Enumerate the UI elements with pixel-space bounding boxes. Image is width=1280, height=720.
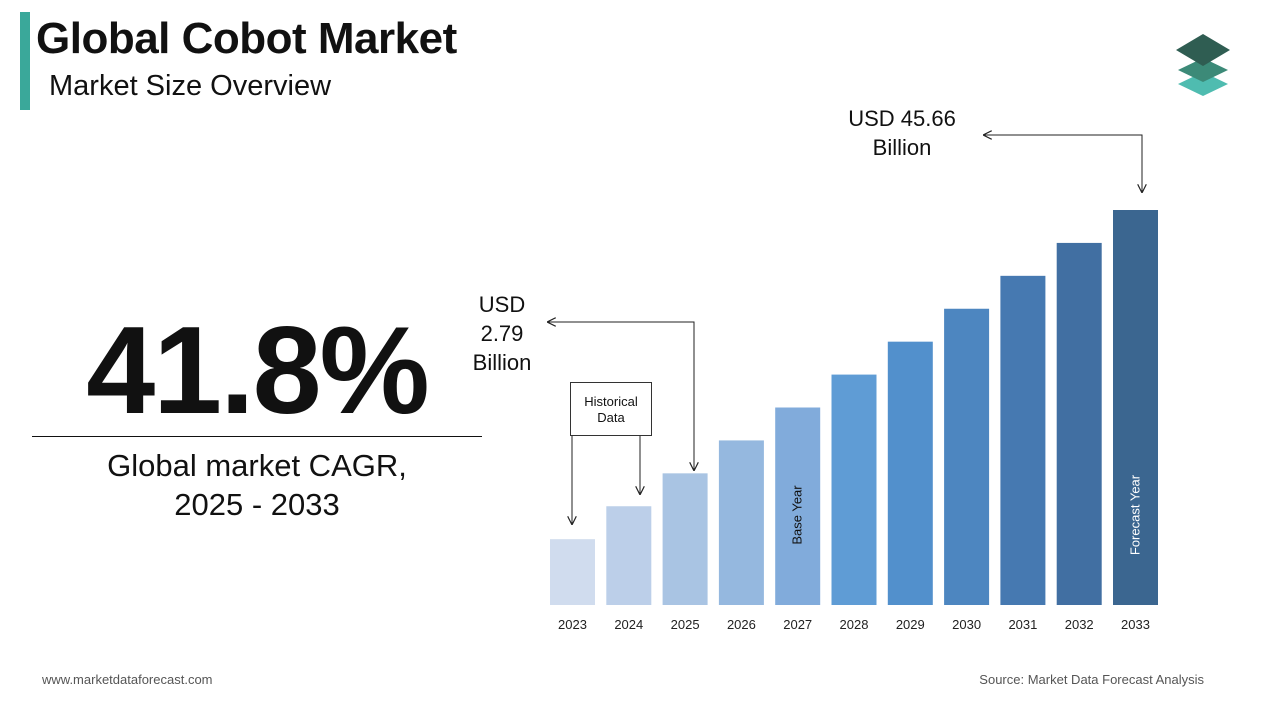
cagr-label-line2: 2025 - 2033 [174,487,340,522]
bar-2024 [606,506,652,605]
x-tick-2032: 2032 [1065,617,1094,632]
website-link[interactable]: www.marketdataforecast.com [42,672,213,687]
x-tick-2027: 2027 [783,617,812,632]
start-callout-arrow [548,322,694,470]
bar-2027 [775,407,821,605]
start-callout-line1: USD [478,292,526,317]
start-callout-line3: Billion [472,350,532,375]
bar-2031 [1000,275,1046,605]
bar-2028 [831,374,877,605]
x-tick-2025: 2025 [671,617,700,632]
x-tick-2026: 2026 [727,617,756,632]
cagr-divider [32,436,482,437]
bar-2025 [662,473,708,605]
page-title: Global Cobot Market [36,14,457,63]
bar-2029 [887,341,933,605]
end-value-callout: USD 45.66 Billion [822,104,982,162]
cagr-value: 41.8% [86,302,430,440]
bar-2026 [718,440,764,605]
start-value-callout: USD 2.79 Billion [462,290,542,377]
title-accent-bar [20,12,30,110]
historical-data-box: Historical Data [570,382,652,436]
page-subtitle: Market Size Overview [49,70,332,102]
x-tick-2030: 2030 [952,617,981,632]
bar-2033 [1113,210,1158,605]
cagr-label-line1: Global market CAGR, [107,448,407,483]
x-tick-2033: 2033 [1121,617,1150,632]
bar-annotation-2033: Forecast Year [1128,474,1143,555]
x-tick-2024: 2024 [614,617,643,632]
end-callout-line1: USD 45.66 [848,106,956,131]
source-note: Source: Market Data Forecast Analysis [979,672,1204,687]
start-callout-line2: 2.79 [480,321,524,346]
cagr-label: Global market CAGR, 2025 - 2033 [32,446,482,524]
bar-2030 [944,308,990,605]
stacked-layers-logo-icon [1176,34,1230,96]
historical-label-line2: Data [597,410,625,425]
bar-annotation-2027: Base Year [790,485,805,545]
bar-2023 [550,539,595,605]
x-tick-2028: 2028 [840,617,869,632]
x-tick-2031: 2031 [1008,617,1037,632]
end-callout-arrow [984,135,1142,192]
x-tick-2023: 2023 [558,617,587,632]
bar-2032 [1056,242,1102,605]
end-callout-line2: Billion [872,135,932,160]
x-tick-2029: 2029 [896,617,925,632]
historical-label-line1: Historical [584,394,638,409]
